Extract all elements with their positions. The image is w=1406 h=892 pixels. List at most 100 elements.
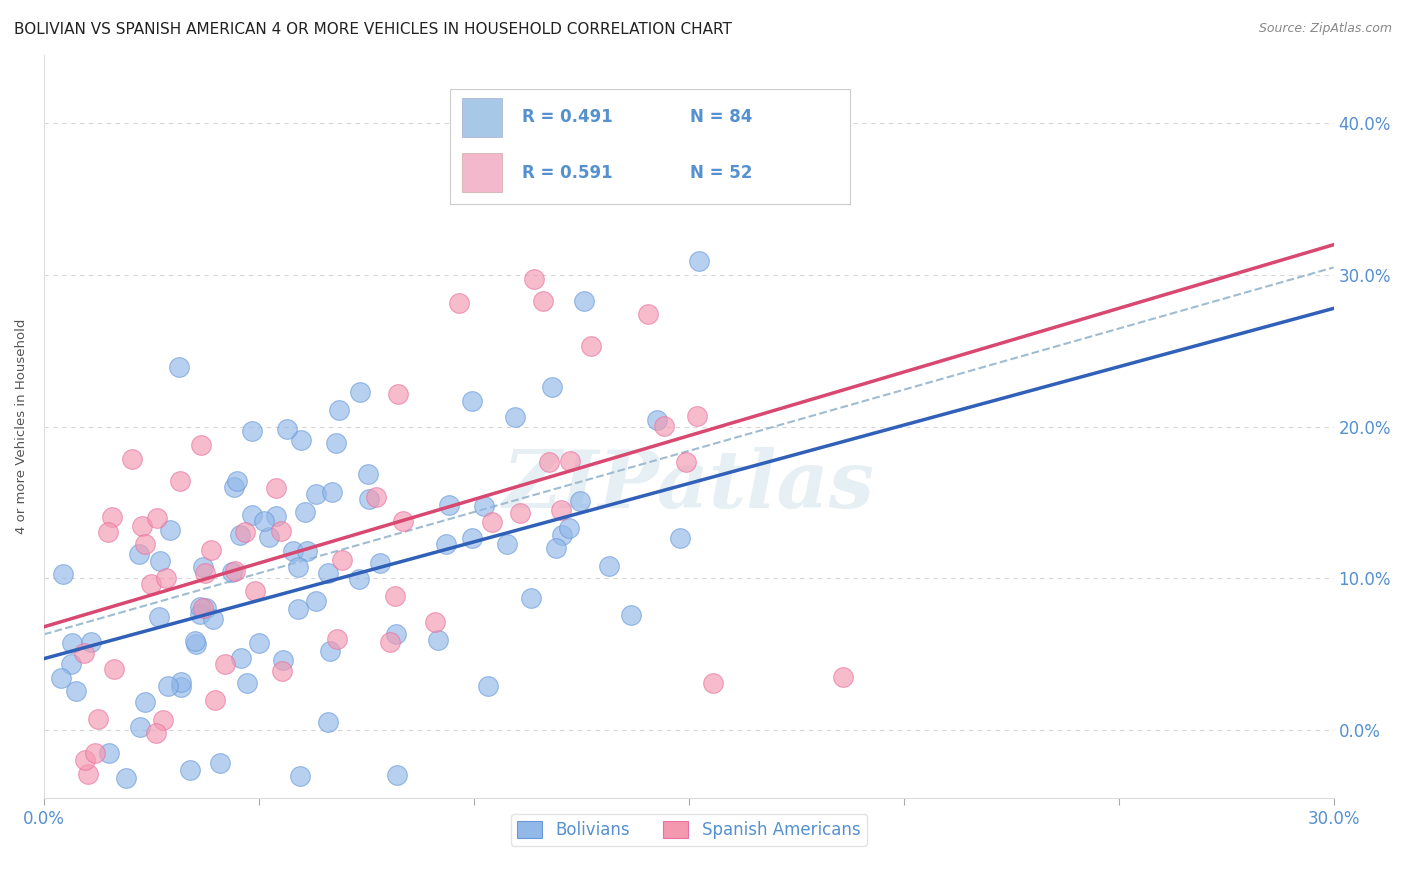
- Bolivians: [496, 537, 519, 551]
- Bolivians: [240, 508, 263, 523]
- Bolivians: [290, 433, 312, 447]
- Bolivians: [540, 380, 562, 394]
- Spanish Americans: [224, 564, 246, 578]
- Spanish Americans: [139, 576, 162, 591]
- Bolivians: [202, 612, 225, 626]
- Bolivians: [65, 684, 87, 698]
- Spanish Americans: [152, 713, 174, 727]
- Spanish Americans: [392, 514, 415, 528]
- Bolivians: [368, 556, 391, 570]
- Spanish Americans: [364, 490, 387, 504]
- Spanish Americans: [264, 481, 287, 495]
- Bolivians: [221, 565, 243, 579]
- Bolivians: [472, 500, 495, 514]
- Spanish Americans: [387, 387, 409, 401]
- Bolivians: [688, 254, 710, 268]
- Y-axis label: 4 or more Vehicles in Household: 4 or more Vehicles in Household: [15, 319, 28, 534]
- Spanish Americans: [84, 746, 107, 760]
- Spanish Americans: [531, 294, 554, 309]
- Spanish Americans: [145, 726, 167, 740]
- Bolivians: [52, 567, 75, 582]
- Bolivians: [357, 492, 380, 507]
- Bolivians: [325, 436, 347, 450]
- Bolivians: [188, 600, 211, 615]
- Bolivians: [195, 601, 218, 615]
- Bolivians: [281, 544, 304, 558]
- Spanish Americans: [131, 519, 153, 533]
- Spanish Americans: [101, 509, 124, 524]
- Bolivians: [544, 541, 567, 555]
- Bolivians: [461, 394, 484, 409]
- Bolivians: [477, 679, 499, 693]
- Spanish Americans: [702, 676, 724, 690]
- Spanish Americans: [579, 339, 602, 353]
- Spanish Americans: [245, 584, 267, 599]
- Spanish Americans: [103, 662, 125, 676]
- Bolivians: [167, 359, 190, 374]
- Bolivians: [297, 544, 319, 558]
- Bolivians: [276, 421, 298, 435]
- Bolivians: [236, 676, 259, 690]
- Text: Source: ZipAtlas.com: Source: ZipAtlas.com: [1258, 22, 1392, 36]
- Bolivians: [321, 485, 343, 500]
- Bolivians: [222, 480, 245, 494]
- Bolivians: [191, 559, 214, 574]
- Spanish Americans: [523, 272, 546, 286]
- Spanish Americans: [423, 615, 446, 629]
- Bolivians: [247, 636, 270, 650]
- Bolivians: [128, 547, 150, 561]
- Spanish Americans: [326, 632, 349, 646]
- Bolivians: [49, 671, 72, 685]
- Bolivians: [208, 756, 231, 770]
- Spanish Americans: [330, 552, 353, 566]
- Bolivians: [159, 523, 181, 537]
- Spanish Americans: [146, 511, 169, 525]
- Bolivians: [271, 653, 294, 667]
- Text: ZIPatlas: ZIPatlas: [503, 447, 875, 524]
- Spanish Americans: [169, 474, 191, 488]
- Bolivians: [347, 573, 370, 587]
- Bolivians: [645, 413, 668, 427]
- Bolivians: [114, 772, 136, 786]
- Bolivians: [259, 530, 281, 544]
- Spanish Americans: [155, 570, 177, 584]
- Bolivians: [328, 403, 350, 417]
- Spanish Americans: [560, 454, 582, 468]
- Bolivians: [427, 633, 450, 648]
- Bolivians: [59, 657, 82, 671]
- Legend: Bolivians, Spanish Americans: Bolivians, Spanish Americans: [510, 814, 868, 846]
- Spanish Americans: [832, 670, 855, 684]
- Bolivians: [290, 769, 312, 783]
- Spanish Americans: [509, 506, 531, 520]
- Bolivians: [574, 294, 596, 309]
- Spanish Americans: [550, 503, 572, 517]
- Bolivians: [316, 715, 339, 730]
- Bolivians: [188, 607, 211, 622]
- Bolivians: [568, 494, 591, 508]
- Bolivians: [287, 602, 309, 616]
- Bolivians: [226, 474, 249, 488]
- Bolivians: [98, 746, 121, 760]
- Spanish Americans: [270, 524, 292, 538]
- Bolivians: [349, 384, 371, 399]
- Spanish Americans: [637, 307, 659, 321]
- Bolivians: [437, 498, 460, 512]
- Bolivians: [551, 528, 574, 542]
- Spanish Americans: [73, 646, 96, 660]
- Text: BOLIVIAN VS SPANISH AMERICAN 4 OR MORE VEHICLES IN HOUSEHOLD CORRELATION CHART: BOLIVIAN VS SPANISH AMERICAN 4 OR MORE V…: [14, 22, 733, 37]
- Spanish Americans: [193, 600, 215, 615]
- Bolivians: [79, 635, 101, 649]
- Spanish Americans: [73, 753, 96, 767]
- Bolivians: [294, 505, 316, 519]
- Bolivians: [229, 650, 252, 665]
- Bolivians: [184, 634, 207, 648]
- Spanish Americans: [77, 767, 100, 781]
- Bolivians: [305, 487, 328, 501]
- Bolivians: [148, 609, 170, 624]
- Spanish Americans: [97, 524, 120, 539]
- Bolivians: [240, 424, 263, 438]
- Bolivians: [319, 644, 342, 658]
- Spanish Americans: [384, 589, 406, 603]
- Bolivians: [264, 508, 287, 523]
- Bolivians: [129, 720, 152, 734]
